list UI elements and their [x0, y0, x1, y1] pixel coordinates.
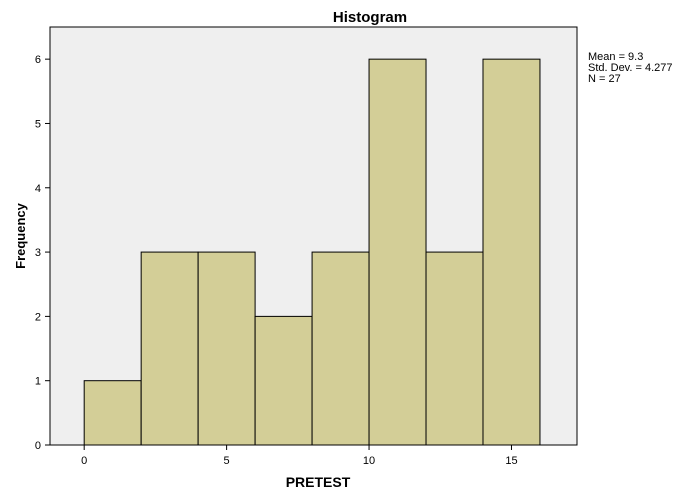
y-tick-label-5: 5: [35, 118, 41, 130]
histogram-bar-0: [83, 380, 142, 446]
x-tick-label-15: 15: [505, 455, 517, 467]
chart-title: Histogram: [333, 9, 407, 26]
y-tick-label-4: 4: [35, 183, 41, 195]
x-tick-label-10: 10: [363, 455, 375, 467]
y-tick-label-2: 2: [35, 311, 41, 323]
histogram-bar-2: [197, 251, 256, 446]
x-tick-label-5: 5: [224, 455, 230, 467]
histogram-bar-5: [368, 58, 427, 446]
stat-n: N = 27: [588, 73, 621, 85]
bars-group: [83, 58, 541, 446]
stat-mean: Mean = 9.3: [588, 51, 643, 63]
y-tick-label-6: 6: [35, 54, 41, 66]
stat-std-dev: Std. Dev. = 4.277: [588, 62, 673, 74]
axes-group: 0 1 2 3 4 5 6 0 5 10 15: [35, 27, 577, 467]
x-tick-label-0: 0: [81, 455, 87, 467]
histogram-bar-3: [254, 315, 313, 446]
histogram-bar-7: [482, 58, 541, 446]
histogram-bar-6: [425, 251, 484, 446]
y-axis-label: Frequency: [13, 202, 28, 269]
y-tick-label-0: 0: [35, 440, 41, 452]
summary-statistics: Mean = 9.3 Std. Dev. = 4.277 N = 27: [588, 51, 673, 85]
y-tick-label-3: 3: [35, 247, 41, 259]
y-tick-label-1: 1: [35, 376, 41, 388]
histogram-bar-1: [140, 251, 199, 446]
x-axis-label: PRETEST: [286, 474, 351, 490]
histogram-bar-4: [311, 251, 370, 446]
